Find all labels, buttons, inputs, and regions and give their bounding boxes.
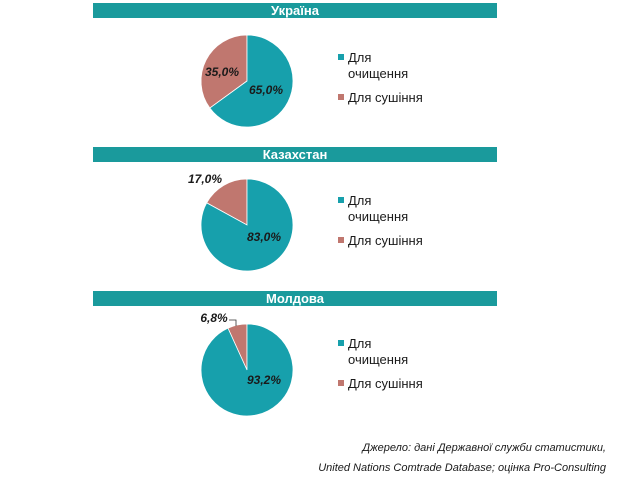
- legend-swatch-drying: [338, 380, 344, 386]
- source-line-2: United Nations Comtrade Database; оцінка…: [318, 462, 606, 474]
- pie-chart-ukraine: 65,0% 35,0% Для очищення Для сушіння: [0, 0, 622, 145]
- legend-label-cleaning: Для очищення: [348, 336, 409, 367]
- pie-slice-drying: [206, 178, 248, 226]
- legend-swatch-cleaning: [338, 340, 344, 346]
- pie-svg-kazakhstan: [200, 178, 294, 272]
- legend-swatch-drying: [338, 94, 344, 100]
- pie-slice-drying: [200, 34, 248, 109]
- pie-slice-cleaning: [200, 323, 294, 417]
- legend-label-drying: Для сушіння: [348, 233, 423, 248]
- legend-label-cleaning: Для очищення: [348, 50, 409, 81]
- pie-slice-cleaning: [209, 34, 294, 128]
- legend-label-drying: Для сушіння: [348, 90, 423, 105]
- pie-svg-ukraine: [200, 34, 294, 128]
- legend-swatch-drying: [338, 237, 344, 243]
- legend-swatch-cleaning: [338, 197, 344, 203]
- slice-label-cleaning: 93,2%: [246, 373, 282, 387]
- legend-label-cleaning: Для очищення: [348, 193, 409, 224]
- slice-label-drying: 35,0%: [204, 65, 240, 79]
- slice-label-cleaning: 83,0%: [246, 230, 282, 244]
- pie-svg-moldova: [200, 319, 294, 417]
- pie-chart-kazakhstan: 83,0% 17,0% Для очищення Для сушіння: [187, 172, 423, 272]
- legend-label-drying: Для сушіння: [348, 376, 423, 391]
- source-line-1: Джерело: дані Державної служби статистик…: [362, 442, 606, 454]
- slice-label-drying: 6,8%: [200, 311, 228, 325]
- slice-label-drying: 17,0%: [187, 172, 223, 186]
- legend-swatch-cleaning: [338, 54, 344, 60]
- leader-line-drying: [229, 319, 237, 326]
- chart-title-kazakhstan: Казахстан: [93, 147, 497, 162]
- pie-slice-cleaning: [200, 178, 294, 272]
- chart-title-moldova: Молдова: [93, 291, 497, 306]
- pie-chart-moldova: 93,2% 6,8% Для очищення Для сушіння: [200, 311, 423, 417]
- chart-title-ukraine: Україна: [93, 3, 497, 18]
- slice-label-cleaning: 65,0%: [248, 83, 284, 97]
